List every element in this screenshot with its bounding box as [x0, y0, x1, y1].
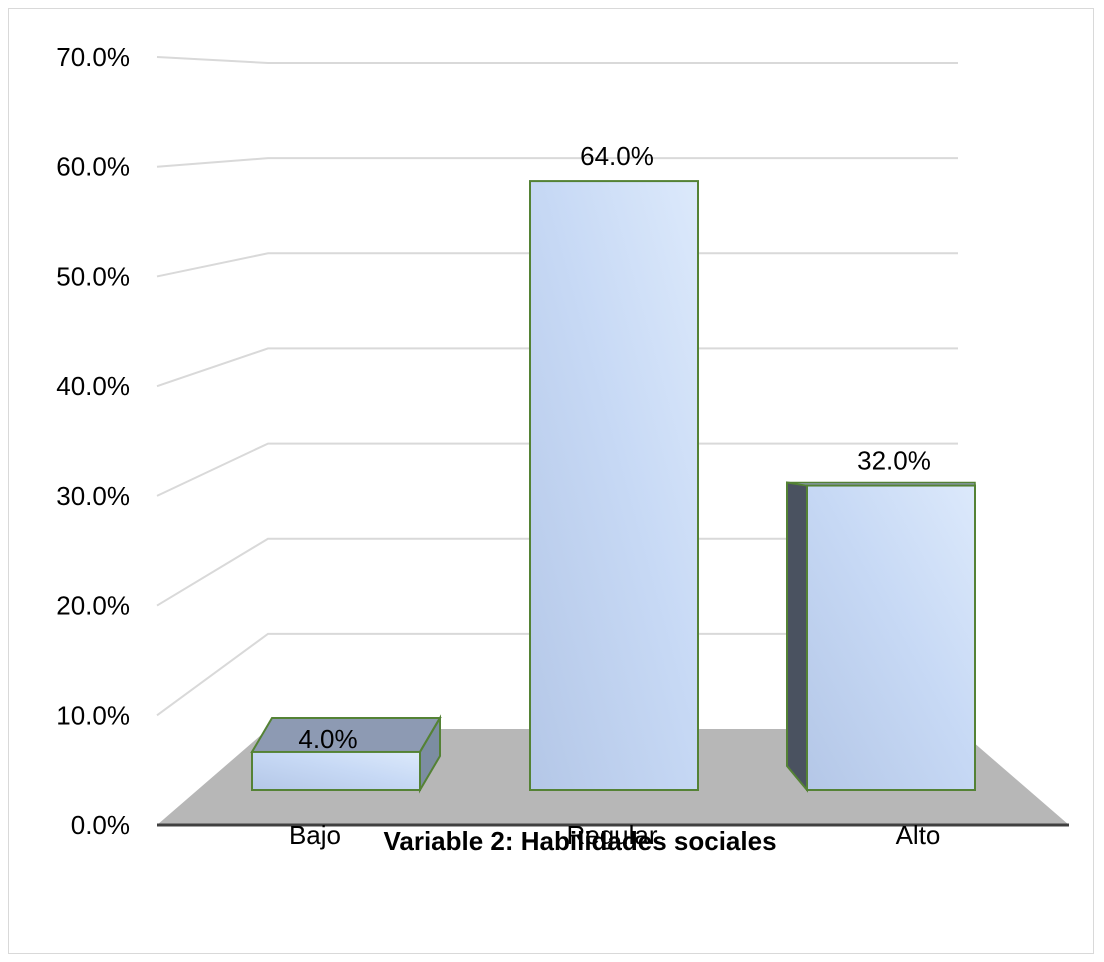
x-category-label: Bajo: [289, 820, 341, 850]
gridline: [156, 252, 958, 278]
bars: [250, 180, 976, 794]
y-tick-label: 50.0%: [56, 261, 130, 291]
gridline: [156, 347, 958, 388]
gridline: [156, 537, 958, 607]
bar-front: [806, 484, 976, 791]
y-axis-ticks: 0.0% 10.0% 20.0% 30.0% 40.0% 50.0% 60.0% 70.0%: [56, 42, 130, 840]
data-label: 32.0%: [857, 446, 931, 476]
y-tick-label: 70.0%: [56, 42, 130, 72]
y-tick-label: 40.0%: [56, 371, 130, 401]
bar: [786, 481, 976, 793]
bar-side: [786, 481, 808, 793]
data-label: 64.0%: [580, 141, 654, 171]
bar: [529, 180, 699, 792]
gridline: [156, 442, 958, 497]
bar-front: [529, 180, 699, 792]
y-tick-label: 20.0%: [56, 591, 130, 621]
x-axis-categories: Bajo Regular Alto: [289, 820, 940, 850]
y-tick-label: 60.0%: [56, 152, 130, 182]
gridline: [156, 56, 958, 64]
data-label: 4.0%: [298, 724, 357, 754]
bar: [250, 714, 442, 794]
x-category-label: Regular: [566, 820, 657, 850]
y-tick-label: 0.0%: [71, 810, 130, 840]
y-tick-label: 10.0%: [56, 700, 130, 730]
gridline: [156, 632, 958, 717]
gridline: [156, 157, 958, 168]
gridlines: [156, 56, 958, 717]
data-labels: 4.0% 64.0% 32.0%: [298, 141, 931, 754]
bar-front: [251, 750, 421, 792]
x-category-label: Alto: [896, 820, 941, 850]
x-axis-title: Variable 2: Habilidades sociales: [383, 826, 776, 856]
y-tick-label: 30.0%: [56, 481, 130, 511]
